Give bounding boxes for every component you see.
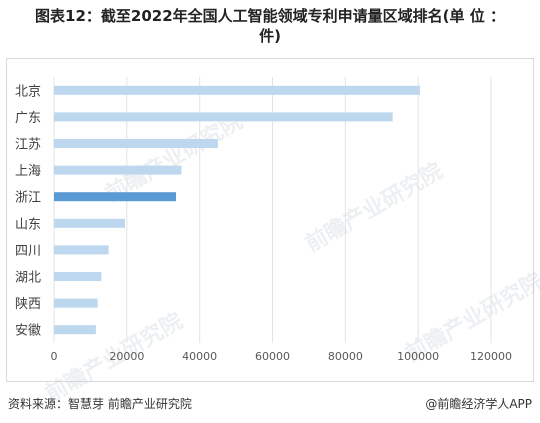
bar-安徽 bbox=[54, 325, 96, 335]
x-tick-label: 60000 bbox=[255, 350, 290, 363]
category-label: 江苏 bbox=[15, 137, 41, 153]
x-tick-label: 0 bbox=[51, 350, 58, 363]
chart-title-line2: 件) bbox=[259, 27, 281, 45]
bar-山东 bbox=[54, 218, 126, 228]
bar-陕西 bbox=[54, 298, 98, 308]
chart-title: 图表12：截至2022年全国人工智能领域专利申请量区域排名(单 位 ： 件) bbox=[0, 6, 540, 46]
category-label: 山东 bbox=[15, 217, 41, 232]
bar-上海 bbox=[54, 165, 182, 175]
x-tick-label: 20000 bbox=[109, 350, 144, 363]
category-label: 北京 bbox=[15, 84, 41, 99]
bar-四川 bbox=[54, 245, 109, 255]
bar-浙江 bbox=[54, 192, 176, 202]
x-tick-label: 120000 bbox=[470, 350, 512, 363]
brand-label: @前瞻经济学人APP bbox=[425, 397, 532, 411]
category-label: 浙江 bbox=[15, 191, 41, 206]
category-label: 广东 bbox=[15, 111, 41, 126]
chart-title-line1: 图表12：截至2022年全国人工智能领域专利申请量区域排名(单 位 ： bbox=[35, 7, 505, 25]
category-label: 四川 bbox=[15, 244, 41, 259]
bar-湖北 bbox=[54, 272, 102, 281]
source-note: 资料来源：智慧芽 前瞻产业研究院 bbox=[8, 397, 192, 411]
x-tick-label: 80000 bbox=[328, 350, 363, 363]
category-label: 陕西 bbox=[15, 297, 41, 312]
bar-广东 bbox=[54, 112, 393, 122]
x-tick-label: 40000 bbox=[182, 350, 217, 363]
category-label: 湖北 bbox=[15, 271, 41, 286]
bar-北京 bbox=[54, 85, 420, 95]
chart-frame bbox=[6, 58, 534, 382]
x-tick-label: 100000 bbox=[397, 350, 439, 363]
category-label: 安徽 bbox=[15, 324, 41, 339]
category-label: 上海 bbox=[15, 164, 41, 179]
bar-江苏 bbox=[54, 139, 218, 148]
